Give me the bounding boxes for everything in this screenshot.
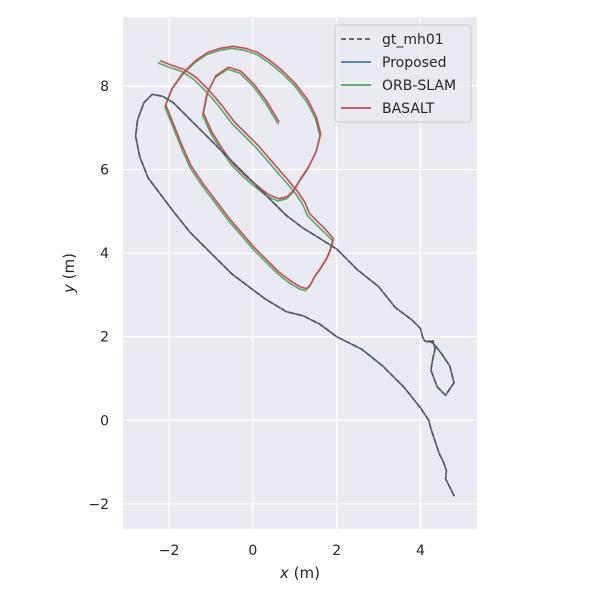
series-layer — [134, 45, 455, 497]
y-axis-label: y (m) — [60, 253, 78, 294]
legend-box — [334, 24, 472, 123]
series-line-gt-mh01 — [134, 93, 455, 497]
y-tick-label: 8 — [100, 79, 109, 95]
legend: gt_mh01 Proposed ORB-SLAM BASALT — [334, 24, 472, 123]
x-tick-label: −2 — [159, 543, 180, 559]
y-tick-label: 2 — [100, 330, 109, 346]
y-tick-label: 6 — [100, 163, 109, 179]
tick-labels: −2 0 2 4 −2 0 2 4 6 8 — [88, 79, 425, 559]
y-tick-label: 0 — [100, 413, 109, 429]
legend-label-orbslam: ORB-SLAM — [382, 78, 456, 94]
legend-label-proposed: Proposed — [382, 55, 446, 71]
y-tick-label: 4 — [100, 246, 109, 262]
legend-label-gt: gt_mh01 — [382, 32, 444, 48]
x-axis-label: x (m) — [279, 564, 320, 582]
x-tick-label: 2 — [332, 543, 341, 559]
x-tick-label: 0 — [248, 543, 257, 559]
y-tick-label: −2 — [88, 497, 109, 513]
x-tick-label: 4 — [416, 543, 425, 559]
legend-label-basalt: BASALT — [382, 101, 435, 117]
series-line-orb-slam — [157, 47, 334, 292]
